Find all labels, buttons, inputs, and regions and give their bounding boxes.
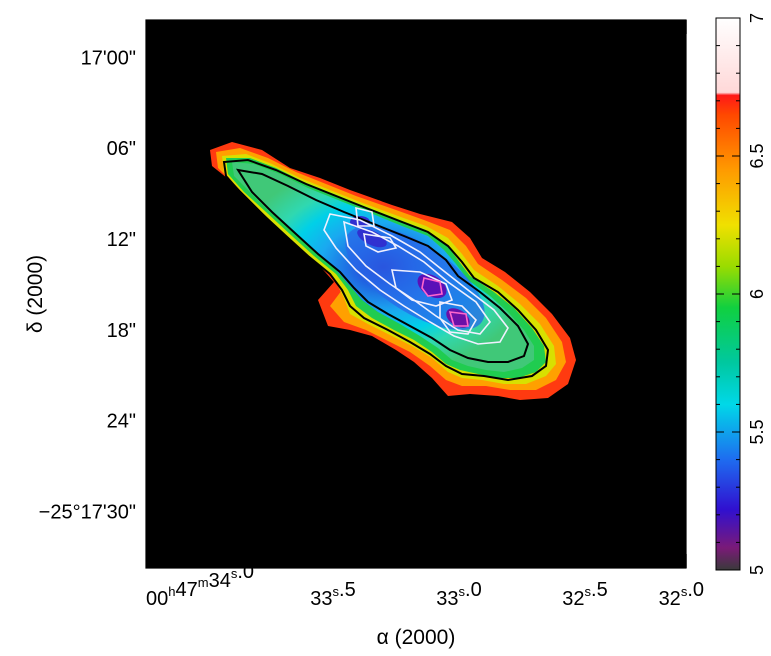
- colorbar-tick-label: 7: [747, 13, 767, 23]
- colorbar-tick-label: 5.5: [747, 419, 767, 444]
- x-tick-label: 33s.0: [436, 579, 481, 610]
- colorbar-tick-label: 6.5: [747, 143, 767, 168]
- x-tick-label: 33s.5: [310, 579, 355, 610]
- x-axis-label: α (2000): [377, 626, 456, 649]
- contours-white: [323, 206, 509, 345]
- x-axis: 00h47m34s.0 33s.5 33s.0 32s.5 32s.0: [146, 20, 704, 610]
- colorbar: 5 5.5 6 6.5 7: [715, 13, 767, 575]
- y-axis-label: δ (2000): [24, 255, 47, 333]
- y-tick-label: 12": [107, 229, 136, 251]
- colorbar-ticks: 5 5.5 6 6.5 7: [716, 13, 767, 575]
- contours-black: [222, 158, 550, 382]
- x-tick-label: 32s.5: [562, 579, 607, 610]
- emission-map: [210, 142, 576, 400]
- y-tick-label: 18": [107, 320, 136, 342]
- x-tick-label: 00h47m34s.0: [146, 561, 254, 610]
- x-tick-label: 32s.0: [659, 579, 704, 610]
- colorbar-tick-label: 6: [747, 289, 767, 299]
- y-tick-label: 06": [107, 138, 136, 160]
- contours-peak: [421, 277, 469, 327]
- y-tick-label: 24": [107, 411, 136, 433]
- y-tick-label: −25°17'30": [39, 501, 136, 523]
- map-frame: [145, 19, 687, 569]
- y-tick-label: 17'00": [81, 47, 136, 69]
- colorbar-tick-label: 5: [747, 565, 767, 575]
- y-axis: 17'00" 06" 12" 18" 24" −25°17'30": [39, 25, 686, 557]
